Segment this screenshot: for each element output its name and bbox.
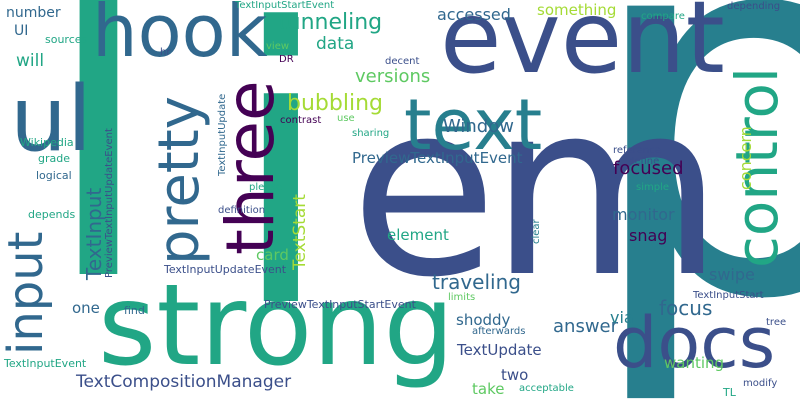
word: focused	[613, 158, 684, 179]
word: bubbling	[287, 91, 383, 116]
word: shoddy	[456, 311, 511, 329]
word: PreviewTextInputUpdateEvent	[104, 128, 115, 278]
word: reference	[613, 145, 661, 156]
word: swipe	[709, 265, 755, 284]
word: em	[350, 50, 723, 330]
word: logical	[36, 169, 72, 182]
word: TextStart	[290, 194, 310, 270]
word: event	[440, 0, 725, 96]
word: definition	[218, 205, 266, 216]
word: TextInput	[82, 187, 106, 280]
word: PreviewTextInputEvent	[352, 149, 523, 167]
word: grade	[38, 152, 70, 165]
word: versions	[355, 66, 431, 87]
word: data	[316, 34, 355, 54]
word: TextInputUpdateEvent	[164, 263, 287, 276]
word: Window	[443, 116, 514, 137]
word: focus	[659, 296, 713, 320]
word: TextCompositionManager	[76, 372, 292, 392]
word: input	[0, 231, 54, 355]
word: accessed	[437, 5, 511, 24]
word: compare	[641, 11, 685, 22]
word: hook	[92, 0, 268, 73]
word: clear	[531, 219, 542, 244]
word: answer	[553, 316, 619, 337]
word: take	[472, 380, 505, 398]
word: l	[40, 0, 157, 374]
word: docs	[613, 302, 776, 384]
word: hr	[160, 47, 171, 58]
word: two	[501, 366, 529, 384]
word: afterwards	[472, 326, 526, 337]
word: card	[256, 246, 289, 264]
word: TextUpdate	[457, 341, 542, 359]
word: TextInputStart	[693, 290, 764, 301]
word: limits	[448, 292, 476, 303]
word: tree	[766, 317, 787, 328]
word: something	[537, 1, 617, 19]
word: traveling	[432, 270, 521, 294]
word: element	[387, 226, 449, 244]
word: snag	[629, 226, 668, 245]
word: modify	[743, 378, 778, 389]
word: tunneling	[278, 10, 383, 35]
word: please	[249, 182, 282, 193]
word: find	[124, 304, 145, 317]
word: TextInputEvent	[4, 357, 87, 370]
word: DR	[279, 54, 294, 65]
word: PreviewTextInputStartEvent	[264, 298, 416, 311]
word: p	[580, 0, 800, 400]
word: monitor	[612, 205, 675, 224]
word: strong	[98, 261, 455, 391]
word: TextInputStartEvent	[235, 0, 335, 11]
word: text	[404, 84, 543, 166]
word: number	[6, 5, 61, 21]
word: decent	[385, 56, 420, 67]
word: wanting	[664, 354, 725, 372]
word: ul	[10, 67, 93, 172]
word: define	[628, 156, 660, 167]
word: simple	[636, 182, 670, 193]
word: view	[266, 41, 290, 52]
word: TextInputUpdate	[217, 93, 228, 176]
word: i	[228, 0, 334, 391]
word: pretty	[147, 96, 212, 265]
word: acceptable	[519, 383, 574, 394]
word: UI	[14, 23, 29, 39]
word: depends	[28, 208, 76, 221]
word: one	[72, 299, 100, 317]
word: depending	[727, 1, 781, 12]
word: concern	[736, 126, 755, 190]
word: sharing	[352, 128, 390, 139]
word: Wikipedia	[20, 136, 74, 149]
word: use	[337, 113, 355, 124]
word: will	[16, 51, 45, 71]
word: contrast	[280, 115, 322, 126]
word: TL	[723, 386, 736, 399]
word: via	[610, 308, 634, 327]
word: sources	[45, 33, 88, 46]
